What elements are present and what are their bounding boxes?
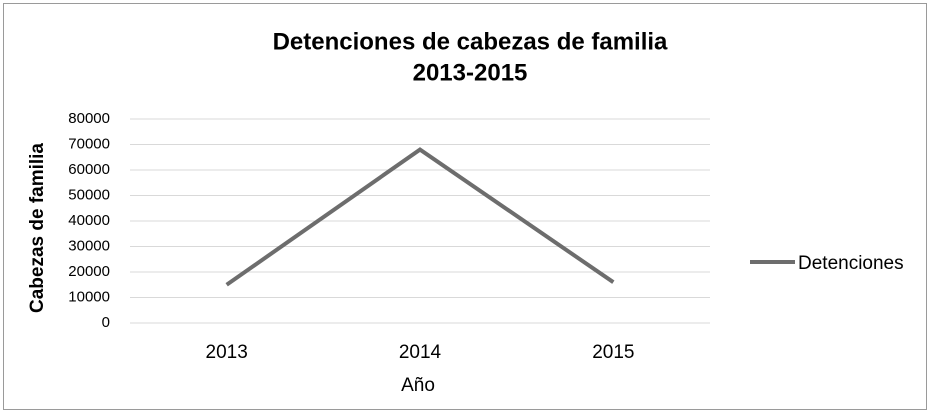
y-axis-label: Cabezas de familia — [27, 143, 48, 313]
y-tick-label: 50000 — [68, 186, 110, 203]
y-tick-label: 40000 — [68, 212, 110, 229]
chart-title: Detenciones de cabezas de familia — [273, 28, 668, 55]
y-tick-label: 0 — [102, 314, 110, 331]
x-tick-label: 2015 — [592, 342, 634, 363]
y-tick-label: 20000 — [68, 263, 110, 280]
legend-label: Detenciones — [798, 253, 904, 274]
y-tick-label: 10000 — [68, 288, 110, 305]
x-tick-label: 2013 — [206, 342, 248, 363]
chart-title: 2013-2015 — [413, 59, 528, 86]
chart-border — [3, 3, 927, 410]
line-series — [225, 147, 615, 287]
y-tick-label: 80000 — [68, 110, 110, 127]
y-tick-label: 60000 — [68, 161, 110, 178]
y-tick-label: 30000 — [68, 237, 110, 254]
x-tick-label: 2014 — [399, 342, 442, 363]
y-tick-label: 70000 — [68, 135, 110, 152]
x-axis-label: Año — [401, 375, 435, 396]
